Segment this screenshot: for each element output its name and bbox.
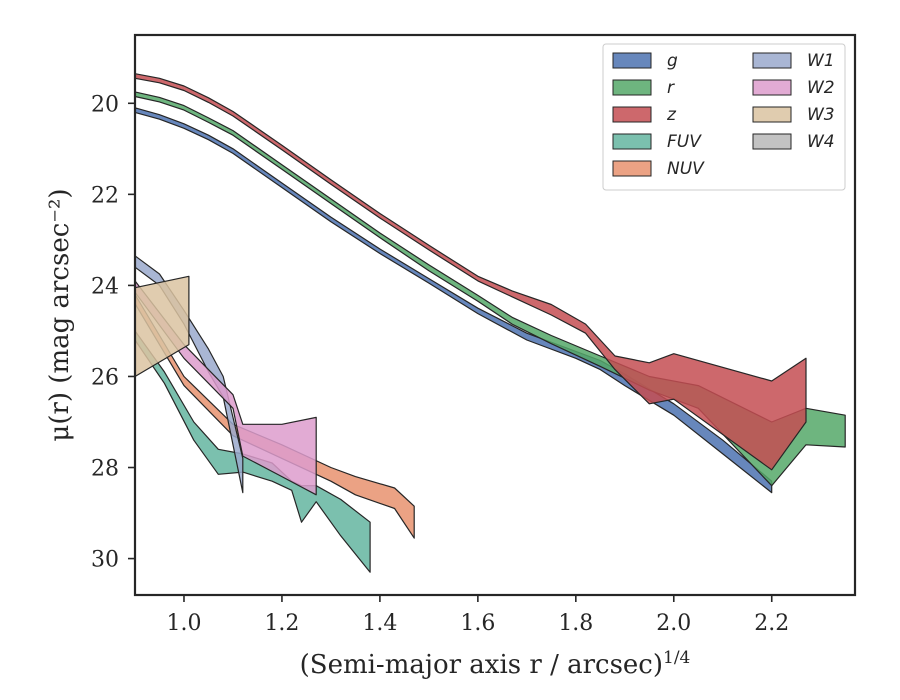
legend-swatch-fuv [612, 133, 652, 150]
legend-swatch-w3 [752, 106, 792, 123]
x-tick-label: 1.8 [558, 611, 593, 636]
x-axis-label-main: (Semi-major axis r / arcsec) [300, 650, 663, 680]
band-w2 [134, 280, 317, 496]
legend-swatch-w1 [752, 52, 792, 69]
x-axis-ticks: 1.0 1.2 1.4 1.6 1.8 2.0 2.2 [166, 595, 789, 636]
legend-label-nuv: NUV [667, 159, 705, 179]
legend-swatch-g [612, 52, 652, 69]
y-tick-label: 22 [91, 183, 119, 208]
band-w3 [134, 275, 190, 378]
legend-swatch-w4 [752, 133, 792, 150]
y-tick-label: 28 [91, 457, 119, 482]
y-tick-label: 26 [91, 365, 119, 390]
legend-swatch-r [612, 79, 652, 96]
x-tick-label: 1.2 [264, 611, 299, 636]
y-tick-label: 20 [91, 92, 119, 117]
x-tick-label: 1.6 [460, 611, 495, 636]
x-axis-label-superscript: 1/4 [663, 648, 690, 668]
legend: grz FUV NUV W1 W2 W3 W4 [602, 43, 846, 191]
band-g [134, 107, 773, 494]
legend-label-w4: W4 [807, 132, 835, 152]
legend-label-w1: W1 [807, 51, 835, 71]
y-axis-label: μ(r) (mag arcsec⁻²) [45, 188, 75, 441]
x-tick-label: 1.0 [166, 611, 201, 636]
legend-label-z: z [666, 105, 677, 125]
x-axis-label: (Semi-major axis r / arcsec)1/4 [300, 648, 691, 680]
legend-swatch-z [612, 106, 652, 123]
legend-label-w2: W2 [807, 78, 835, 98]
y-axis-ticks: 20 22 24 26 28 30 [91, 92, 135, 573]
x-tick-label: 2.0 [656, 611, 691, 636]
legend-swatch-nuv [612, 160, 652, 177]
legend-swatch-w2 [752, 79, 792, 96]
legend-label-g: g [667, 51, 678, 71]
data-bands [134, 73, 846, 573]
x-tick-label: 1.4 [362, 611, 397, 636]
y-tick-label: 24 [91, 274, 119, 299]
plot-frame [133, 33, 857, 597]
legend-label-r: r [667, 78, 675, 98]
x-tick-label: 2.2 [754, 611, 789, 636]
y-tick-label: 30 [91, 548, 119, 573]
legend-label-w3: W3 [807, 105, 835, 125]
legend-label-fuv: FUV [667, 132, 702, 152]
band-z [134, 73, 807, 471]
